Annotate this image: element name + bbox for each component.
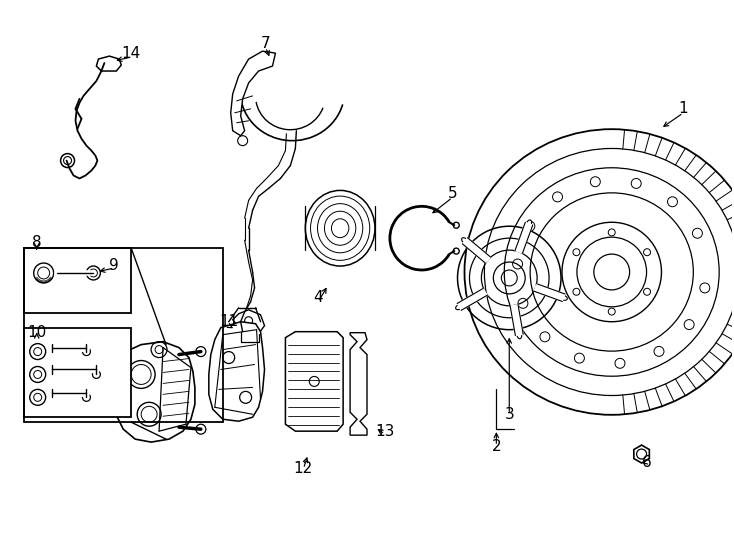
Text: 12: 12 (294, 462, 313, 476)
Polygon shape (286, 332, 343, 431)
Text: 8: 8 (32, 235, 42, 249)
Polygon shape (634, 445, 650, 463)
Polygon shape (510, 305, 523, 335)
Text: 6: 6 (642, 455, 652, 469)
Ellipse shape (305, 191, 375, 266)
Text: 10: 10 (27, 325, 46, 340)
Ellipse shape (456, 304, 463, 309)
Polygon shape (534, 284, 565, 301)
Polygon shape (233, 310, 264, 334)
Polygon shape (462, 238, 490, 263)
Polygon shape (230, 51, 275, 136)
Text: 7: 7 (261, 36, 270, 51)
Polygon shape (115, 342, 195, 442)
Bar (23, 328, 131, 417)
Polygon shape (96, 56, 121, 71)
Ellipse shape (559, 295, 567, 300)
Text: 1: 1 (678, 102, 688, 116)
Bar (23, 248, 222, 422)
Ellipse shape (526, 220, 531, 227)
Ellipse shape (462, 238, 468, 244)
Text: 11: 11 (219, 314, 239, 329)
Polygon shape (350, 333, 367, 435)
Bar (23, 248, 131, 313)
Text: 4: 4 (313, 291, 323, 305)
Text: 14: 14 (122, 45, 141, 60)
Polygon shape (457, 288, 487, 310)
Text: 13: 13 (375, 424, 395, 438)
Text: 2: 2 (492, 438, 501, 454)
Text: 9: 9 (109, 258, 119, 273)
Text: 3: 3 (504, 407, 514, 422)
Ellipse shape (517, 331, 522, 339)
Polygon shape (515, 222, 533, 253)
Polygon shape (208, 322, 264, 421)
Text: 5: 5 (448, 186, 457, 201)
